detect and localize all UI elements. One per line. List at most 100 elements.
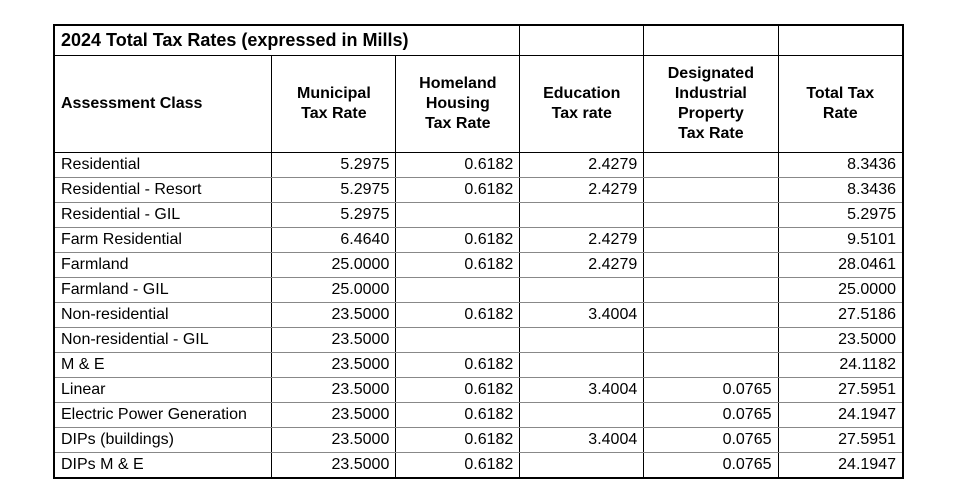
cell-class: Residential - GIL xyxy=(55,203,272,228)
cell-class: Non-residential xyxy=(55,303,272,328)
cell-municipal: 23.5000 xyxy=(272,353,396,378)
table-row: DIPs M & E23.50000.6182 0.076524.1947 xyxy=(55,453,902,478)
table-title: 2024 Total Tax Rates (expressed in Mills… xyxy=(55,26,520,56)
cell-dip xyxy=(644,278,778,303)
cell-municipal: 25.0000 xyxy=(272,253,396,278)
table-row: Linear23.50000.61823.40040.076527.5951 xyxy=(55,378,902,403)
cell-education xyxy=(520,328,644,353)
cell-total: 24.1182 xyxy=(778,353,902,378)
cell-homeland xyxy=(396,278,520,303)
table-row: Non-residential - GIL23.500023.5000 xyxy=(55,328,902,353)
cell-education xyxy=(520,278,644,303)
cell-total: 24.1947 xyxy=(778,403,902,428)
cell-total: 8.3436 xyxy=(778,153,902,178)
table-row: DIPs (buildings)23.50000.61823.40040.076… xyxy=(55,428,902,453)
cell-municipal: 23.5000 xyxy=(272,303,396,328)
col-header-education: EducationTax rate xyxy=(520,56,644,153)
cell-municipal: 5.2975 xyxy=(272,203,396,228)
cell-total: 27.5951 xyxy=(778,378,902,403)
table-row: Farm Residential6.46400.61822.42799.5101 xyxy=(55,228,902,253)
col-header-class: Assessment Class xyxy=(55,56,272,153)
table-row: Residential5.29750.61822.4279 8.3436 xyxy=(55,153,902,178)
cell-education xyxy=(520,403,644,428)
cell-class: Residential - Resort xyxy=(55,178,272,203)
cell-total: 24.1947 xyxy=(778,453,902,478)
cell-class: M & E xyxy=(55,353,272,378)
cell-total: 23.5000 xyxy=(778,328,902,353)
table-row: Farmland - GIL25.000025.0000 xyxy=(55,278,902,303)
cell-total: 25.0000 xyxy=(778,278,902,303)
cell-homeland: 0.6182 xyxy=(396,453,520,478)
cell-municipal: 5.2975 xyxy=(272,153,396,178)
title-sep xyxy=(644,26,778,56)
cell-total: 8.3436 xyxy=(778,178,902,203)
cell-homeland: 0.6182 xyxy=(396,303,520,328)
cell-education: 2.4279 xyxy=(520,228,644,253)
cell-education xyxy=(520,453,644,478)
cell-municipal: 25.0000 xyxy=(272,278,396,303)
cell-education: 3.4004 xyxy=(520,428,644,453)
cell-homeland xyxy=(396,328,520,353)
cell-class: DIPs M & E xyxy=(55,453,272,478)
cell-dip xyxy=(644,153,778,178)
cell-municipal: 23.5000 xyxy=(272,378,396,403)
cell-dip xyxy=(644,328,778,353)
table-row: Non-residential23.50000.61823.4004 27.518… xyxy=(55,303,902,328)
cell-class: Farmland - GIL xyxy=(55,278,272,303)
cell-class: Farmland xyxy=(55,253,272,278)
cell-education: 3.4004 xyxy=(520,378,644,403)
cell-homeland: 0.6182 xyxy=(396,378,520,403)
cell-education: 2.4279 xyxy=(520,153,644,178)
title-sep xyxy=(520,26,644,56)
cell-class: Non-residential - GIL xyxy=(55,328,272,353)
cell-homeland xyxy=(396,203,520,228)
cell-dip: 0.0765 xyxy=(644,378,778,403)
cell-municipal: 6.4640 xyxy=(272,228,396,253)
cell-dip xyxy=(644,178,778,203)
cell-education xyxy=(520,353,644,378)
cell-class: DIPs (buildings) xyxy=(55,428,272,453)
cell-municipal: 23.5000 xyxy=(272,453,396,478)
column-headers: Assessment ClassMunicipalTax RateHomelan… xyxy=(55,56,902,153)
cell-homeland: 0.6182 xyxy=(396,178,520,203)
cell-education: 3.4004 xyxy=(520,303,644,328)
tax-rates-table-container: 2024 Total Tax Rates (expressed in Mills… xyxy=(53,24,904,479)
cell-total: 5.2975 xyxy=(778,203,902,228)
cell-dip xyxy=(644,228,778,253)
cell-dip: 0.0765 xyxy=(644,403,778,428)
col-header-total: Total TaxRate xyxy=(778,56,902,153)
cell-class: Electric Power Generation xyxy=(55,403,272,428)
cell-class: Residential xyxy=(55,153,272,178)
cell-municipal: 23.5000 xyxy=(272,428,396,453)
cell-class: Farm Residential xyxy=(55,228,272,253)
tax-rates-table: 2024 Total Tax Rates (expressed in Mills… xyxy=(55,26,902,477)
cell-dip xyxy=(644,203,778,228)
table-row: Residential - Resort5.29750.61822.4279 8.… xyxy=(55,178,902,203)
cell-homeland: 0.6182 xyxy=(396,153,520,178)
table-row: M & E23.50000.6182 24.1182 xyxy=(55,353,902,378)
cell-class: Linear xyxy=(55,378,272,403)
cell-total: 9.5101 xyxy=(778,228,902,253)
cell-municipal: 5.2975 xyxy=(272,178,396,203)
table-title-row: 2024 Total Tax Rates (expressed in Mills… xyxy=(55,26,902,56)
cell-total: 27.5951 xyxy=(778,428,902,453)
col-header-municipal: MunicipalTax Rate xyxy=(272,56,396,153)
table-row: Electric Power Generation23.50000.6182 0.… xyxy=(55,403,902,428)
cell-education: 2.4279 xyxy=(520,253,644,278)
col-header-dip: DesignatedIndustrialPropertyTax Rate xyxy=(644,56,778,153)
cell-municipal: 23.5000 xyxy=(272,328,396,353)
title-sep xyxy=(778,26,902,56)
cell-dip xyxy=(644,353,778,378)
cell-homeland: 0.6182 xyxy=(396,403,520,428)
cell-education xyxy=(520,203,644,228)
cell-homeland: 0.6182 xyxy=(396,353,520,378)
cell-dip xyxy=(644,303,778,328)
cell-dip xyxy=(644,253,778,278)
col-header-homeland: HomelandHousingTax Rate xyxy=(396,56,520,153)
cell-education: 2.4279 xyxy=(520,178,644,203)
cell-total: 28.0461 xyxy=(778,253,902,278)
cell-municipal: 23.5000 xyxy=(272,403,396,428)
cell-total: 27.5186 xyxy=(778,303,902,328)
table-row: Farmland25.00000.61822.427928.0461 xyxy=(55,253,902,278)
cell-dip: 0.0765 xyxy=(644,453,778,478)
